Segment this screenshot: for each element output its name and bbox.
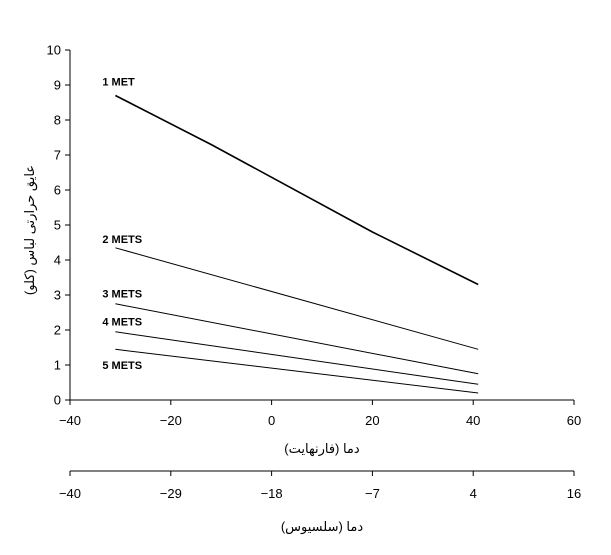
y-tick-label: 1 [54, 358, 61, 373]
series-group: 1 MET 2 METS 3 METS 4 METS 5 METS [102, 77, 479, 394]
y-tick-label: 6 [54, 183, 61, 198]
x-axis-title: دما (فارنهایت) [284, 441, 360, 457]
series-line-4 [115, 331, 479, 385]
x2-tick-label: 16 [567, 486, 581, 501]
x2-tick-label: −18 [261, 486, 283, 501]
y-tick-label: 7 [54, 148, 61, 163]
series-line-5 [115, 348, 479, 394]
y-tick-label: 8 [54, 113, 61, 128]
series-line-3 [115, 303, 479, 375]
x2-tick-label: −7 [365, 486, 380, 501]
series-line-1 [115, 94, 479, 286]
y-tick-label: 9 [54, 78, 61, 93]
series-label-3: 3 METS [102, 288, 142, 300]
x-tick-label: 40 [466, 413, 480, 428]
x-tick-label: −20 [160, 413, 182, 428]
y-tick-label: 4 [54, 253, 61, 268]
series-line-2 [115, 247, 479, 350]
x2-axis-title: دما (سلسیوس) [281, 519, 363, 535]
x2-tick-label: 4 [470, 486, 477, 501]
series-label-1: 1 MET [102, 77, 135, 89]
y-tick-label: 10 [47, 43, 61, 58]
x2-tick-label: −40 [59, 486, 81, 501]
x-axis: −40 −20 0 20 40 60 [59, 399, 581, 428]
x-tick-label: −40 [59, 413, 81, 428]
x2-tick-label: −29 [160, 486, 182, 501]
series-label-4: 4 METS [102, 316, 142, 328]
y-axis-title: عایق حرارتی لباس (کلو) [22, 165, 38, 295]
y-tick-label: 3 [54, 288, 61, 303]
y-axis: 0 1 2 3 4 5 6 7 8 9 10 [47, 43, 71, 408]
series-label-2: 2 METS [102, 234, 142, 246]
x-tick-label: 60 [567, 413, 581, 428]
series-label-5: 5 METS [102, 360, 142, 372]
x-tick-label: 0 [268, 413, 275, 428]
y-tick-label: 0 [54, 393, 61, 408]
x2-axis: −40 −29 −18 −7 4 16 [59, 470, 581, 501]
y-tick-label: 2 [54, 323, 61, 338]
y-tick-label: 5 [54, 218, 61, 233]
x-tick-label: 20 [365, 413, 379, 428]
